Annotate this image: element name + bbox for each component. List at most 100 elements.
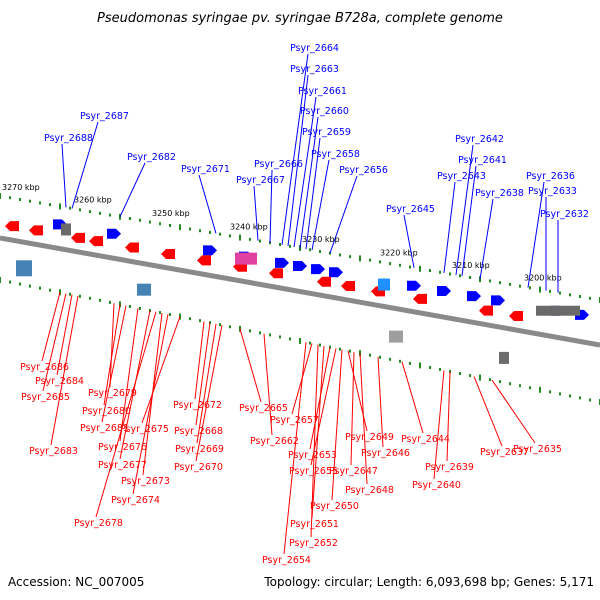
inner-tick: [369, 353, 371, 357]
reverse-label-leader: [103, 304, 121, 406]
inner-tick: [169, 313, 171, 317]
feature-block: [378, 278, 390, 291]
inner-tick: [299, 338, 301, 344]
reverse-gene-label: Psyr_2675: [120, 424, 169, 435]
inner-tick: [79, 294, 81, 298]
forward-gene-arrow: [275, 257, 289, 268]
forward-gene-label: Psyr_2658: [311, 149, 360, 160]
scale-label: 3200 kbp: [524, 274, 562, 283]
inner-tick: [489, 378, 491, 382]
reverse-label-leader: [56, 294, 73, 376]
forward-gene-label: Psyr_2636: [526, 171, 575, 182]
forward-label-leader: [329, 175, 358, 254]
reverse-label-leader: [195, 322, 211, 426]
outer-tick: [219, 232, 221, 236]
forward-gene-arrow: [491, 295, 505, 306]
outer-tick: [89, 210, 91, 214]
forward-gene-arrow: [407, 280, 421, 291]
outer-tick: [99, 211, 101, 215]
forward-gene-arrow: [293, 261, 307, 271]
outer-tick: [389, 262, 391, 266]
outer-tick: [199, 229, 201, 233]
forward-gene-label: Psyr_2667: [236, 175, 285, 186]
reverse-gene-arrow: [509, 311, 523, 322]
inner-tick: [19, 282, 21, 286]
reverse-gene-label: Psyr_2657: [270, 415, 319, 426]
scale-label: 3240 kbp: [230, 223, 268, 232]
outer-tick: [279, 243, 281, 247]
reverse-gene-arrow: [269, 268, 283, 279]
reverse-gene-label: Psyr_2686: [20, 362, 69, 373]
feature-block: [389, 330, 403, 343]
forward-gene-label: Psyr_2661: [298, 86, 347, 97]
forward-gene-label: Psyr_2638: [475, 188, 524, 199]
inner-tick: [9, 280, 11, 284]
reverse-gene-arrow: [5, 221, 19, 232]
inner-tick: [259, 331, 261, 335]
forward-gene-arrow: [203, 245, 217, 256]
outer-tick: [209, 230, 211, 234]
inner-tick: [99, 298, 101, 302]
outer-tick: [259, 239, 261, 243]
inner-tick: [419, 362, 421, 369]
reverse-label-leader: [310, 344, 319, 538]
forward-gene-arrow: [311, 264, 325, 275]
forward-label-leader: [527, 181, 545, 288]
feature-block: [16, 260, 32, 277]
reverse-gene-arrow: [29, 225, 43, 236]
reverse-label-leader: [109, 303, 115, 388]
forward-gene-arrow: [437, 285, 451, 296]
reverse-label-leader: [350, 351, 355, 466]
forward-label-leader: [293, 96, 317, 248]
scale-label: 3270 kbp: [2, 183, 40, 192]
outer-tick: [0, 193, 1, 199]
reverse-gene-label: Psyr_2639: [425, 462, 474, 473]
outer-tick: [159, 222, 161, 226]
reverse-gene-arrow: [197, 255, 211, 266]
outer-tick: [439, 270, 441, 274]
outer-tick: [409, 265, 411, 269]
reverse-label-leader: [141, 316, 181, 424]
reverse-label-leader: [41, 292, 61, 362]
reverse-gene-label: Psyr_2647: [329, 466, 378, 477]
reverse-label-leader: [491, 379, 536, 444]
forward-label-leader: [443, 181, 456, 274]
inner-tick: [29, 284, 31, 288]
outer-tick: [319, 249, 321, 253]
reverse-label-leader: [196, 323, 217, 444]
inner-tick: [249, 329, 251, 333]
outer-tick: [179, 224, 181, 231]
forward-gene-label: Psyr_2664: [290, 43, 339, 54]
inner-tick: [529, 386, 531, 390]
inner-tick: [229, 325, 231, 329]
inner-tick: [159, 311, 161, 315]
outer-tick: [59, 203, 61, 210]
outer-tick: [9, 196, 11, 200]
inner-tick: [319, 343, 321, 347]
inner-tick: [389, 357, 391, 361]
genome-title: Pseudomonas syringae pv. syringae B728a,…: [97, 11, 503, 26]
forward-gene-label: Psyr_2656: [339, 165, 388, 176]
forward-gene-label: Psyr_2688: [44, 133, 93, 144]
scale-label: 3210 kbp: [452, 261, 490, 270]
inner-tick: [109, 300, 111, 304]
reverse-label-leader: [401, 361, 424, 434]
outer-tick: [459, 274, 461, 278]
inner-tick: [49, 288, 51, 292]
inner-tick: [289, 337, 291, 341]
inner-tick: [579, 396, 581, 400]
outer-tick: [49, 203, 51, 207]
reverse-gene-label: Psyr_2652: [289, 538, 338, 549]
forward-gene-label: Psyr_2642: [455, 134, 504, 145]
reverse-gene-label: Psyr_2674: [111, 495, 160, 506]
reverse-label-leader: [377, 356, 384, 448]
inner-tick: [459, 372, 461, 376]
reverse-gene-label: Psyr_2662: [250, 436, 299, 447]
forward-gene-label: Psyr_2633: [528, 186, 577, 197]
reverse-gene-arrow: [479, 305, 493, 316]
outer-tick: [539, 286, 541, 293]
reverse-label-leader: [119, 307, 139, 442]
forward-label-leader: [71, 121, 99, 209]
